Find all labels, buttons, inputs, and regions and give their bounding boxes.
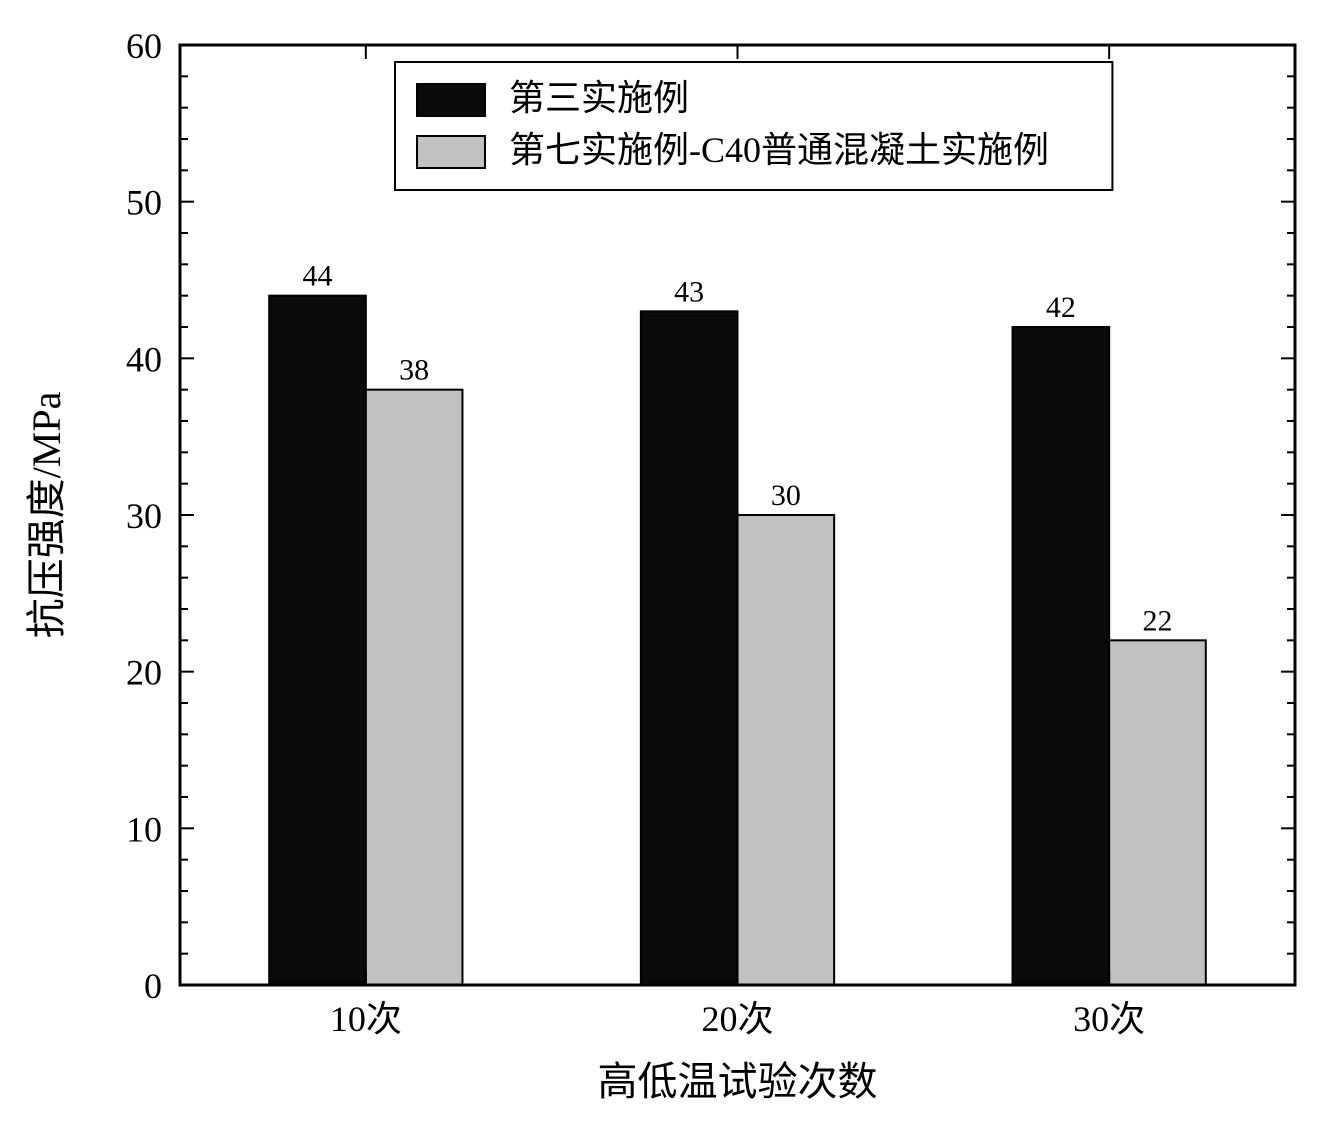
y-tick-label: 0 xyxy=(144,966,162,1006)
y-tick-label: 20 xyxy=(126,653,162,693)
x-tick-label: 20次 xyxy=(701,999,773,1039)
bar-value-label: 30 xyxy=(771,479,801,512)
bar-chart: 44 38 43 30 42 22 0 10 20 30 40 50 60 抗压强度/MPa 10次 20次 3… xyxy=(0,0,1333,1124)
bar xyxy=(1109,640,1206,985)
y-tick-label: 10 xyxy=(126,809,162,849)
legend-box xyxy=(395,62,1112,190)
legend-label: 第七实施例-C40普通混凝土实施例 xyxy=(509,130,1049,170)
legend-swatch xyxy=(417,136,485,168)
y-tick-label: 50 xyxy=(126,183,162,223)
bar xyxy=(366,390,463,985)
bar xyxy=(269,296,366,985)
legend-swatch xyxy=(417,84,485,116)
bar xyxy=(1013,327,1110,985)
y-tick-label: 60 xyxy=(126,26,162,66)
y-tick-label: 30 xyxy=(126,496,162,536)
y-axis-label: 抗压强度/MPa xyxy=(24,391,69,638)
bar-value-label: 38 xyxy=(399,354,429,387)
bar xyxy=(641,311,738,985)
bar-value-label: 44 xyxy=(303,260,333,293)
bar-value-label: 22 xyxy=(1142,604,1172,637)
bar xyxy=(738,515,835,985)
x-axis-label: 高低温试验次数 xyxy=(598,1059,878,1104)
x-tick-label: 10次 xyxy=(330,999,402,1039)
bar-value-label: 43 xyxy=(674,275,704,308)
y-tick-label: 40 xyxy=(126,339,162,379)
x-tick-label: 30次 xyxy=(1073,999,1145,1039)
legend-label: 第三实施例 xyxy=(509,78,689,118)
bar-value-label: 42 xyxy=(1046,291,1076,324)
